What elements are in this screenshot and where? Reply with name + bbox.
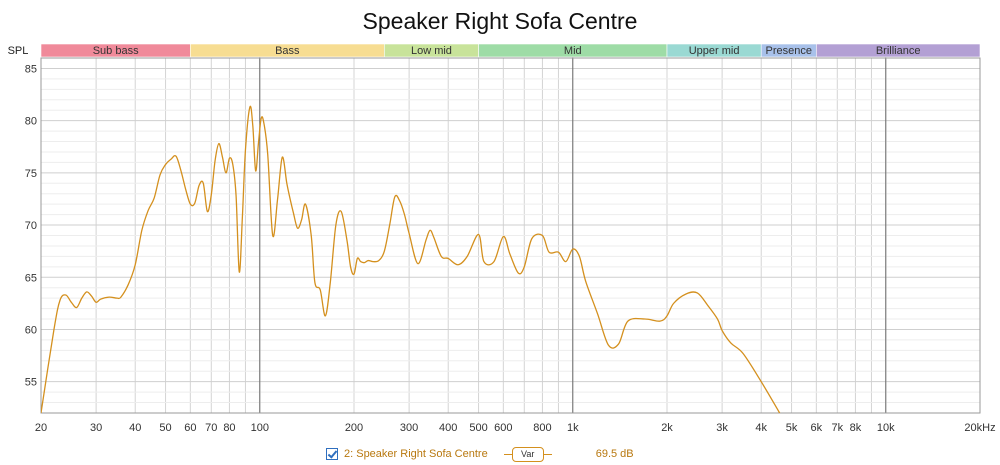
y-tick-label: 60 [25, 324, 37, 336]
band-label: Low mid [411, 45, 452, 57]
y-tick-label: 65 [25, 272, 37, 284]
y-tick-label: 70 [25, 220, 37, 232]
y-tick-label: 75 [25, 168, 37, 180]
y-axis-label: SPL [8, 45, 29, 57]
x-tick-label: 1k [567, 422, 579, 434]
x-tick-label: 20kHz [964, 422, 995, 434]
plot-border [40, 57, 981, 414]
x-tick-label: 400 [439, 422, 457, 434]
x-tick-label: 200 [345, 422, 363, 434]
x-tick-label: 7k [831, 422, 843, 434]
y-tick-label: 85 [25, 63, 37, 75]
chart-title: Speaker Right Sofa Centre [362, 8, 638, 34]
legend-series-label[interactable]: 2: Speaker Right Sofa Centre [344, 448, 488, 460]
x-tick-label: 30 [90, 422, 102, 434]
legend-line-swatch: Var [503, 447, 552, 462]
x-tick-label: 8k [850, 422, 862, 434]
legend: 2: Speaker Right Sofa Centre Var 69.5 dB [326, 445, 634, 463]
x-tick-label: 80 [223, 422, 235, 434]
minor-grid [40, 57, 981, 414]
y-tick-label: 80 [25, 116, 37, 128]
x-tick-label: 600 [494, 422, 512, 434]
legend-cursor-value: 69.5 dB [595, 448, 634, 460]
series-visibility-checkbox[interactable] [326, 448, 338, 460]
x-tick-label: 40 [129, 422, 141, 434]
band-label: Sub bass [93, 45, 139, 57]
band-label: Presence [766, 45, 812, 57]
x-tick-label: 50 [159, 422, 171, 434]
x-tick-label: 800 [533, 422, 551, 434]
series-line-speaker-right-sofa-centre [41, 105, 781, 413]
x-tick-label: 60 [184, 422, 196, 434]
smoothing-button[interactable]: Var [511, 447, 544, 462]
x-tick-label: 3k [716, 422, 728, 434]
band-label: Mid [564, 45, 582, 57]
x-tick-label: 20 [35, 422, 47, 434]
band-label: Brilliance [876, 45, 921, 57]
x-tick-label: 5k [786, 422, 798, 434]
frequency-response-chart: Sub bass Bass Low mid Mid Upper mid Presence B… [8, 43, 996, 434]
x-tick-label: 6k [811, 422, 823, 434]
x-tick-label: 300 [400, 422, 418, 434]
band-label: Upper mid [689, 45, 740, 57]
band-brilliance [816, 43, 981, 58]
x-tick-label: 500 [469, 422, 487, 434]
band-label: Bass [275, 45, 300, 57]
x-tick-label: 70 [205, 422, 217, 434]
y-tick-label: 55 [25, 377, 37, 389]
x-tick-label: 10k [877, 422, 895, 434]
x-tick-label: 4k [755, 422, 767, 434]
x-tick-label: 100 [251, 422, 269, 434]
x-tick-label: 2k [661, 422, 673, 434]
